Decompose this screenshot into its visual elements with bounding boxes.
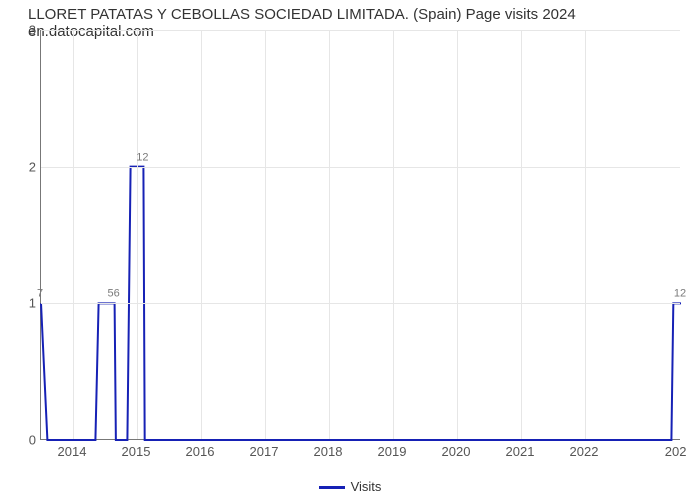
x-tick-label: 2021 [506, 444, 535, 459]
point-label: 7 [37, 288, 43, 300]
x-tick-label: 2015 [122, 444, 151, 459]
gridline-vertical [265, 30, 266, 439]
gridline-vertical [201, 30, 202, 439]
x-tick-label: 2020 [442, 444, 471, 459]
x-tick-label: 2018 [314, 444, 343, 459]
legend-label: Visits [351, 479, 382, 494]
gridline-vertical [73, 30, 74, 439]
gridline-vertical [137, 30, 138, 439]
y-tick-label: 2 [6, 159, 36, 174]
x-tick-label: 2016 [186, 444, 215, 459]
x-tick-label: 2019 [378, 444, 407, 459]
y-tick-label: 1 [6, 296, 36, 311]
legend: Visits [0, 479, 700, 494]
x-tick-label: 2022 [570, 444, 599, 459]
chart-container: LLORET PATATAS Y CEBOLLAS SOCIEDAD LIMIT… [0, 0, 700, 500]
legend-swatch [319, 486, 345, 489]
gridline-vertical [393, 30, 394, 439]
gridline-vertical [457, 30, 458, 439]
gridline-vertical [585, 30, 586, 439]
point-label: 56 [107, 288, 119, 300]
gridline-vertical [329, 30, 330, 439]
x-tick-label: 202 [665, 444, 687, 459]
point-label: 12 [674, 288, 686, 300]
x-tick-label: 2017 [250, 444, 279, 459]
y-tick-label: 3 [6, 23, 36, 38]
point-label: 12 [136, 151, 148, 163]
gridline-vertical [521, 30, 522, 439]
y-tick-label: 0 [6, 433, 36, 448]
plot-area [40, 30, 680, 440]
x-tick-label: 2014 [58, 444, 87, 459]
